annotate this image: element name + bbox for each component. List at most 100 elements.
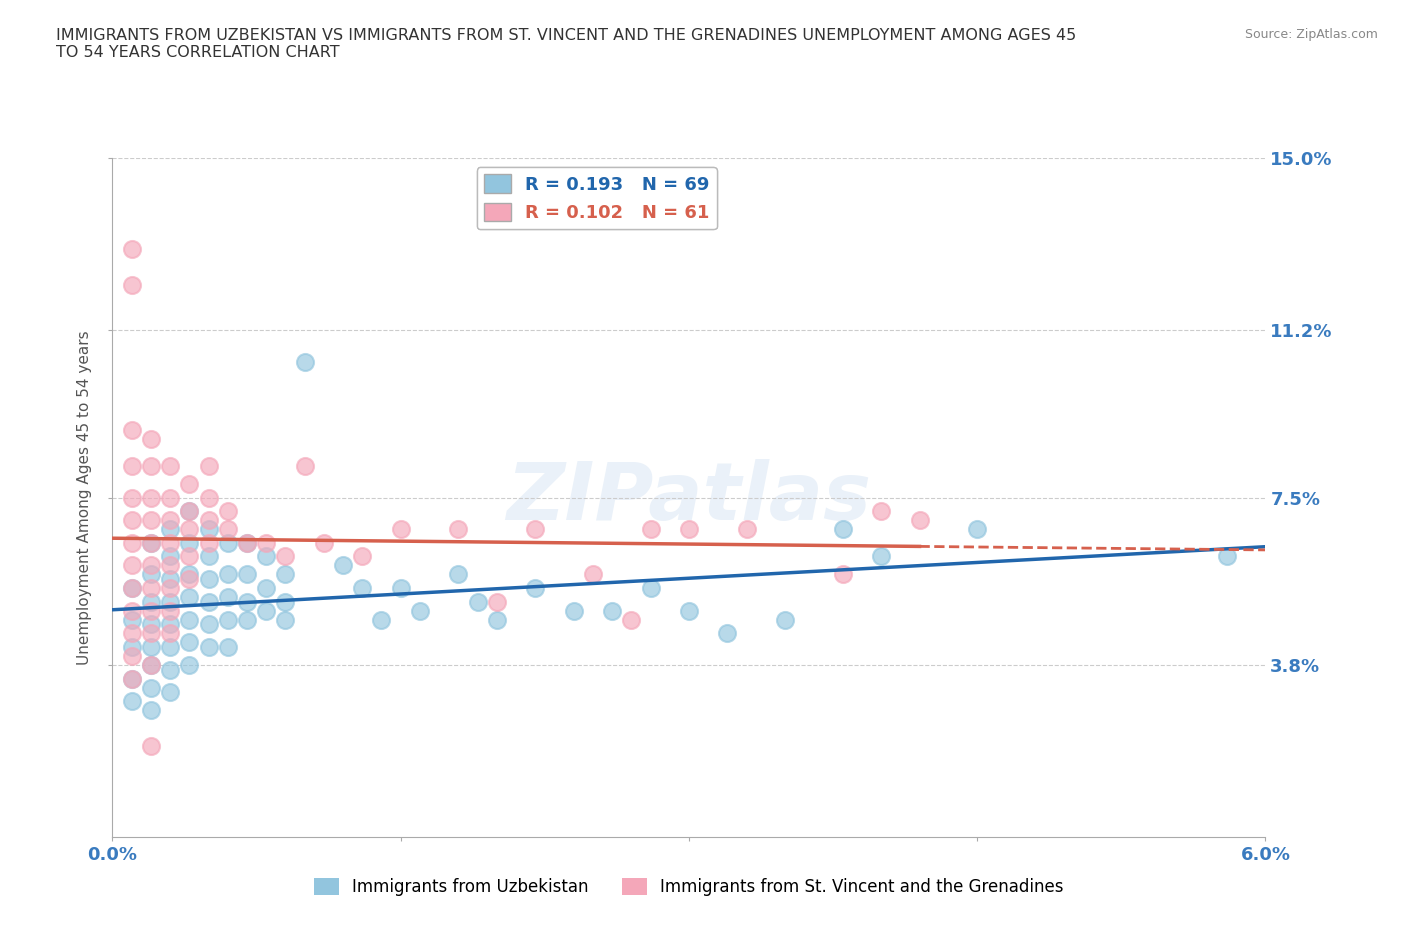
Point xyxy=(139,617,162,631)
Point xyxy=(139,594,162,609)
Point xyxy=(352,580,374,595)
Point xyxy=(121,694,143,709)
Point xyxy=(352,549,374,564)
Point xyxy=(678,604,700,618)
Point xyxy=(217,504,239,519)
Point xyxy=(332,558,354,573)
Point xyxy=(139,458,162,473)
Point xyxy=(447,567,470,582)
Point xyxy=(179,567,201,582)
Point xyxy=(159,580,181,595)
Point xyxy=(179,549,201,564)
Point xyxy=(236,536,259,551)
Point xyxy=(139,626,162,641)
Point xyxy=(620,612,643,627)
Point xyxy=(197,572,219,587)
Point xyxy=(121,536,143,551)
Point xyxy=(121,671,143,686)
Text: Source: ZipAtlas.com: Source: ZipAtlas.com xyxy=(1244,28,1378,41)
Point xyxy=(312,536,335,551)
Point xyxy=(121,241,143,256)
Point xyxy=(773,612,796,627)
Point xyxy=(217,590,239,604)
Point xyxy=(121,558,143,573)
Point xyxy=(640,522,662,537)
Point xyxy=(294,354,316,369)
Point xyxy=(159,558,181,573)
Point xyxy=(139,567,162,582)
Point xyxy=(121,612,143,627)
Point xyxy=(159,572,181,587)
Point xyxy=(159,604,181,618)
Point xyxy=(831,567,853,582)
Point xyxy=(139,512,162,527)
Point xyxy=(870,549,893,564)
Point xyxy=(121,580,143,595)
Point xyxy=(179,522,201,537)
Point xyxy=(179,612,201,627)
Point xyxy=(236,594,259,609)
Point xyxy=(159,617,181,631)
Point xyxy=(121,512,143,527)
Point xyxy=(735,522,758,537)
Point xyxy=(217,536,239,551)
Point xyxy=(294,458,316,473)
Point xyxy=(139,580,162,595)
Point xyxy=(121,580,143,595)
Point xyxy=(217,640,239,655)
Legend: Immigrants from Uzbekistan, Immigrants from St. Vincent and the Grenadines: Immigrants from Uzbekistan, Immigrants f… xyxy=(308,871,1070,903)
Point xyxy=(159,522,181,537)
Point xyxy=(370,612,392,627)
Point xyxy=(217,522,239,537)
Point xyxy=(197,512,219,527)
Point xyxy=(179,572,201,587)
Point xyxy=(179,590,201,604)
Point xyxy=(236,536,259,551)
Point xyxy=(254,604,277,618)
Point xyxy=(389,580,412,595)
Point xyxy=(139,490,162,505)
Point xyxy=(139,558,162,573)
Point xyxy=(197,640,219,655)
Point xyxy=(524,580,547,595)
Point xyxy=(121,277,143,292)
Point xyxy=(197,458,219,473)
Point xyxy=(179,504,201,519)
Point xyxy=(236,567,259,582)
Point xyxy=(197,522,219,537)
Text: IMMIGRANTS FROM UZBEKISTAN VS IMMIGRANTS FROM ST. VINCENT AND THE GRENADINES UNE: IMMIGRANTS FROM UZBEKISTAN VS IMMIGRANTS… xyxy=(56,28,1077,60)
Point xyxy=(274,612,297,627)
Point xyxy=(447,522,470,537)
Point xyxy=(831,522,853,537)
Point xyxy=(159,594,181,609)
Point xyxy=(236,612,259,627)
Point xyxy=(908,512,931,527)
Y-axis label: Unemployment Among Ages 45 to 54 years: Unemployment Among Ages 45 to 54 years xyxy=(77,330,93,665)
Point xyxy=(582,567,605,582)
Point xyxy=(139,658,162,672)
Text: ZIPatlas: ZIPatlas xyxy=(506,458,872,537)
Point xyxy=(254,549,277,564)
Point xyxy=(121,626,143,641)
Point xyxy=(600,604,623,618)
Point xyxy=(485,594,508,609)
Point xyxy=(139,536,162,551)
Point xyxy=(485,612,508,627)
Point xyxy=(197,617,219,631)
Point xyxy=(139,658,162,672)
Point xyxy=(197,594,219,609)
Point xyxy=(197,549,219,564)
Point xyxy=(121,604,143,618)
Point xyxy=(139,432,162,446)
Point xyxy=(179,504,201,519)
Point xyxy=(716,626,738,641)
Point xyxy=(159,640,181,655)
Point xyxy=(159,458,181,473)
Point xyxy=(121,671,143,686)
Point xyxy=(139,604,162,618)
Point xyxy=(139,680,162,695)
Point xyxy=(966,522,988,537)
Point xyxy=(524,522,547,537)
Point xyxy=(678,522,700,537)
Point xyxy=(159,536,181,551)
